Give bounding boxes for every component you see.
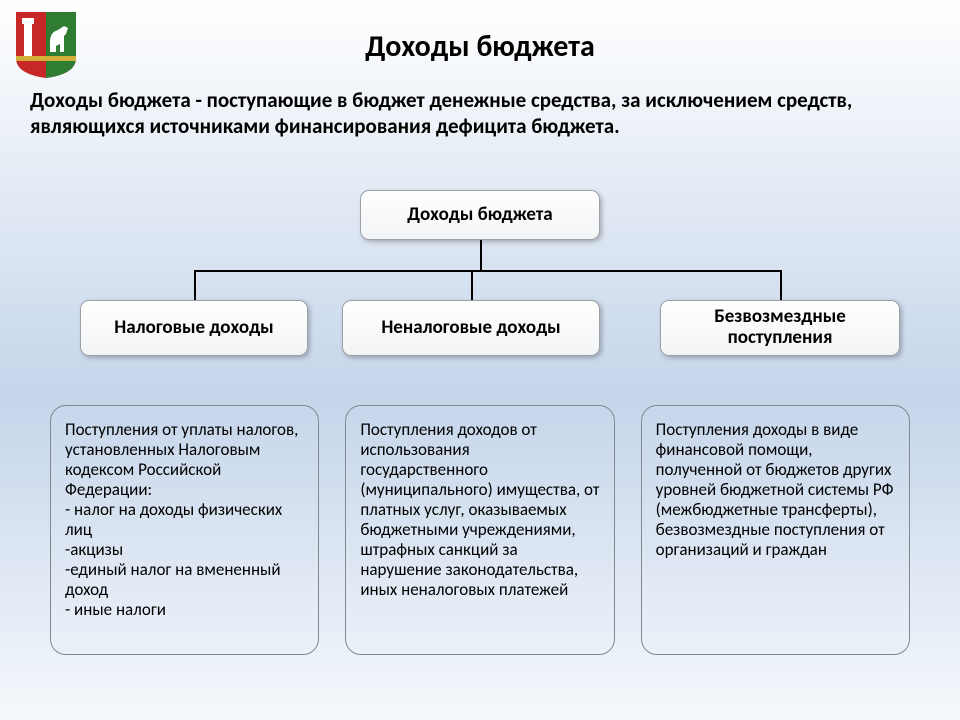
tree-connector xyxy=(194,270,780,272)
description-box: Поступления доходы в виде финансовой пом… xyxy=(641,405,910,655)
tree-root-node: Доходы бюджета xyxy=(360,190,600,240)
description-box: Поступления от уплаты налогов, установле… xyxy=(50,405,319,655)
tree-child-node: Безвозмездные поступления xyxy=(660,300,900,356)
coat-of-arms-icon xyxy=(14,8,78,80)
tree-child-label: Налоговые доходы xyxy=(114,318,273,339)
description-text: Поступления доходы в виде финансовой пом… xyxy=(656,419,894,560)
tree-root-label: Доходы бюджета xyxy=(407,205,552,226)
tree-child-label: Неналоговые доходы xyxy=(381,318,560,339)
tree-connector xyxy=(194,270,196,300)
description-row: Поступления от уплаты налогов, установле… xyxy=(0,405,960,655)
page-title: Доходы бюджета xyxy=(0,0,960,65)
description-box: Поступления доходов от использования гос… xyxy=(345,405,614,655)
tree-child-label: Безвозмездные поступления xyxy=(673,307,887,349)
tree-connector xyxy=(471,270,473,300)
tree-child-node: Неналоговые доходы xyxy=(342,300,600,356)
definition-text: Доходы бюджета - поступающие в бюджет де… xyxy=(0,65,960,140)
tree-connector xyxy=(480,240,482,270)
tree-connector xyxy=(780,270,782,300)
tree-child-node: Налоговые доходы xyxy=(80,300,308,356)
description-text: Поступления от уплаты налогов, установле… xyxy=(65,419,298,620)
description-text: Поступления доходов от использования гос… xyxy=(360,419,599,600)
hierarchy-tree: Доходы бюджета Налоговые доходы Неналого… xyxy=(0,190,960,380)
